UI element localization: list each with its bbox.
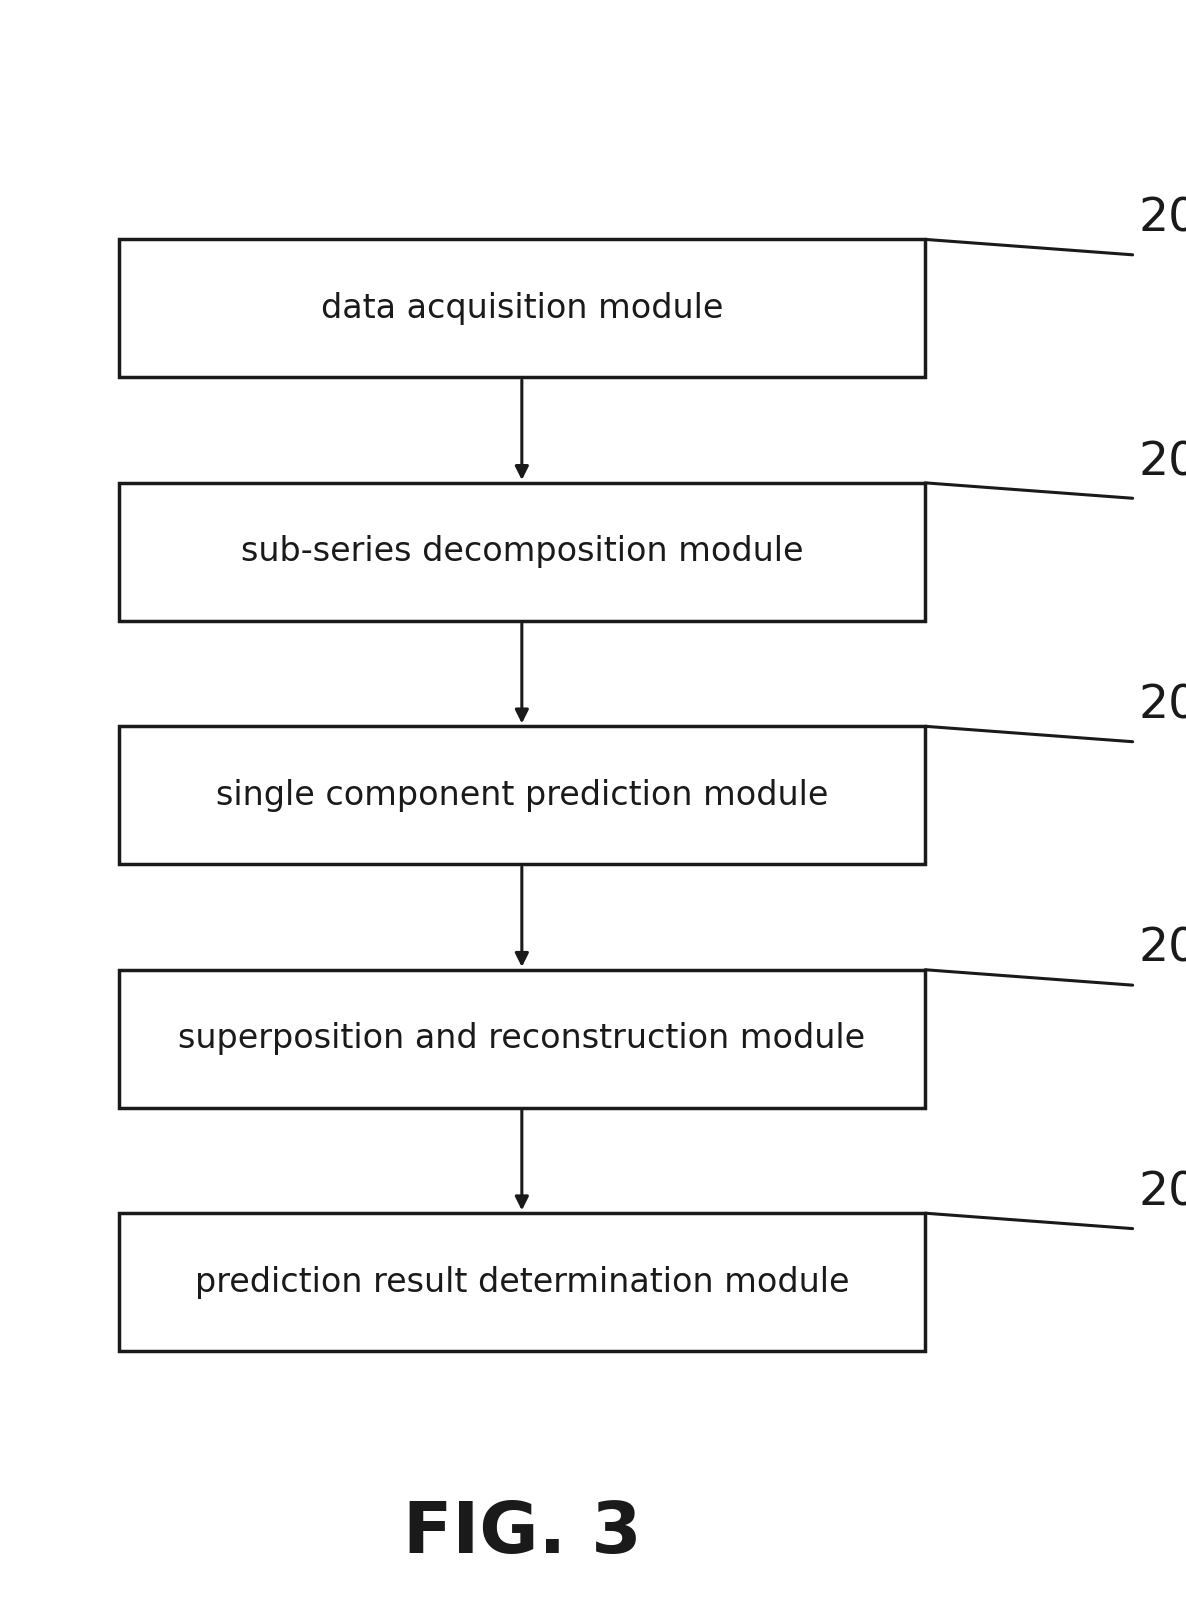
Text: data acquisition module: data acquisition module xyxy=(320,292,723,325)
Text: 201: 201 xyxy=(1139,196,1186,242)
Text: 205: 205 xyxy=(1139,1170,1186,1216)
Bar xyxy=(119,239,925,377)
Text: 204: 204 xyxy=(1139,927,1186,972)
Text: sub-series decomposition module: sub-series decomposition module xyxy=(241,536,803,568)
Text: single component prediction module: single component prediction module xyxy=(216,779,828,812)
Text: superposition and reconstruction module: superposition and reconstruction module xyxy=(178,1022,866,1055)
Text: 203: 203 xyxy=(1139,683,1186,729)
Bar xyxy=(119,1214,925,1350)
Bar xyxy=(119,727,925,863)
Text: prediction result determination module: prediction result determination module xyxy=(195,1266,849,1298)
Bar xyxy=(119,484,925,620)
Bar xyxy=(119,969,925,1107)
Text: FIG. 3: FIG. 3 xyxy=(402,1500,642,1568)
Text: 202: 202 xyxy=(1139,440,1186,485)
